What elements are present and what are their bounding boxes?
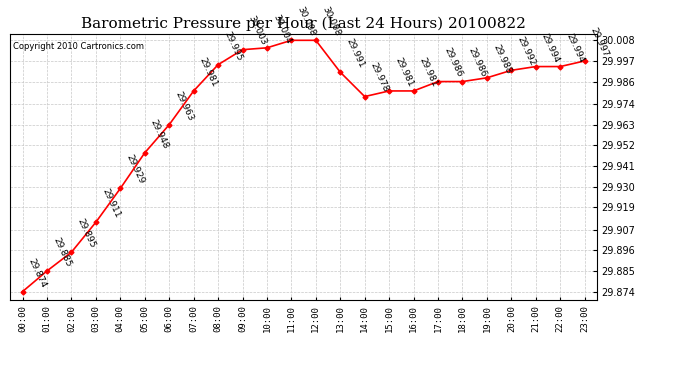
Text: 29.991: 29.991	[344, 37, 366, 69]
Text: 30.008: 30.008	[320, 5, 342, 38]
Text: 29.948: 29.948	[149, 118, 170, 150]
Text: 29.978: 29.978	[369, 62, 391, 94]
Text: 29.885: 29.885	[51, 236, 72, 268]
Text: 29.994: 29.994	[564, 32, 586, 64]
Text: 29.963: 29.963	[173, 90, 195, 122]
Text: 29.981: 29.981	[198, 56, 219, 88]
Text: 30.003: 30.003	[246, 15, 268, 47]
Text: 29.981: 29.981	[417, 56, 440, 88]
Title: Barometric Pressure per Hour (Last 24 Hours) 20100822: Barometric Pressure per Hour (Last 24 Ho…	[81, 17, 526, 31]
Text: 30.004: 30.004	[271, 13, 293, 45]
Text: 29.981: 29.981	[393, 56, 415, 88]
Text: Copyright 2010 Cartronics.com: Copyright 2010 Cartronics.com	[13, 42, 144, 51]
Text: 29.986: 29.986	[466, 46, 488, 79]
Text: 29.986: 29.986	[442, 46, 464, 79]
Text: 29.995: 29.995	[222, 30, 244, 62]
Text: 29.911: 29.911	[100, 187, 121, 219]
Text: 29.874: 29.874	[27, 256, 48, 289]
Text: 30.008: 30.008	[295, 5, 317, 38]
Text: 29.988: 29.988	[491, 43, 513, 75]
Text: 29.929: 29.929	[124, 153, 146, 186]
Text: 29.895: 29.895	[76, 217, 97, 249]
Text: 29.994: 29.994	[540, 32, 562, 64]
Text: 29.992: 29.992	[515, 35, 537, 68]
Text: 29.997: 29.997	[589, 26, 610, 58]
